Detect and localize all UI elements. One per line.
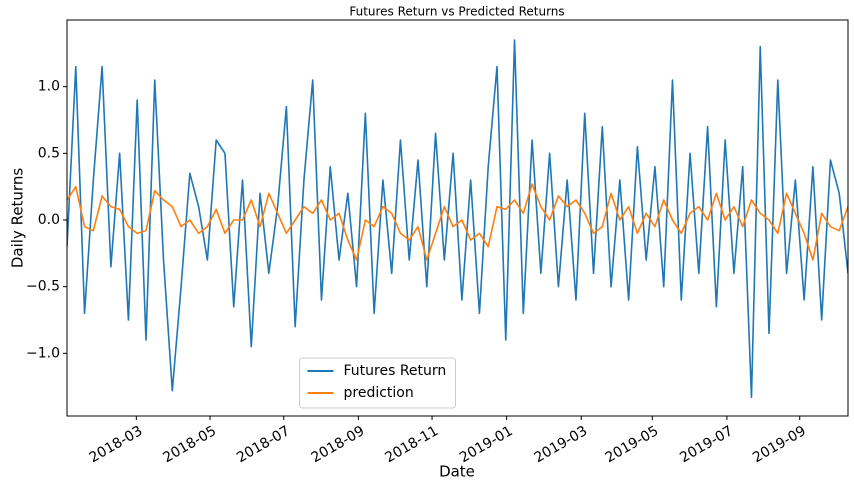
y-tick-label: 1.0 [38, 79, 60, 95]
plot-area [67, 39, 848, 399]
legend: Futures Return prediction [299, 357, 456, 409]
x-axis-label: Date [439, 463, 475, 481]
y-tick-label: −1.0 [26, 345, 60, 361]
legend-label: Futures Return [344, 363, 447, 379]
y-tick-label: 0.5 [38, 145, 60, 161]
legend-label: prediction [344, 385, 414, 401]
y-tick-label: −0.5 [26, 279, 60, 295]
axes-frame [66, 19, 849, 417]
y-tick-label: 0.0 [38, 212, 60, 228]
chart-title: Futures Return vs Predicted Returns [349, 5, 564, 19]
series-line [67, 39, 848, 399]
legend-box [299, 357, 456, 409]
series-line [67, 183, 848, 261]
y-axis-label: Daily Returns [9, 168, 27, 268]
